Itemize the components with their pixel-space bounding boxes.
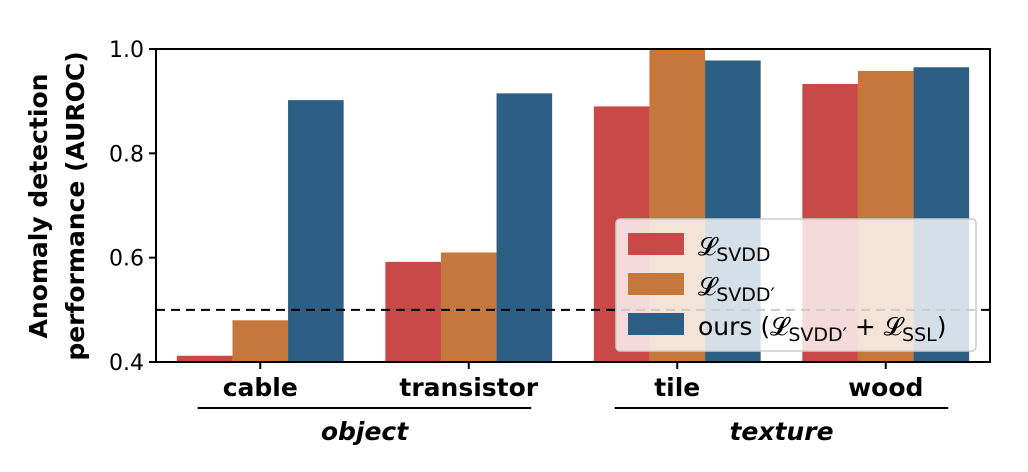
bar-transistor-series-3 bbox=[497, 93, 553, 362]
x-tick-label-transistor: transistor bbox=[399, 373, 538, 402]
y-tick-label-0-8: 0.8 bbox=[109, 142, 144, 167]
bar-transistor-series-1 bbox=[385, 262, 441, 362]
x-axis: cable transistor tile wood bbox=[223, 362, 924, 402]
y-tick-label-0-6: 0.6 bbox=[109, 247, 144, 272]
y-tick-label-0-4: 0.4 bbox=[109, 351, 144, 376]
y-axis-label-line-1: Anomaly detection bbox=[24, 74, 53, 339]
y-axis-label-line-2: performance (AUROC) bbox=[61, 51, 90, 360]
category-groups: object texture bbox=[198, 408, 949, 446]
y-axis-label: Anomaly detection performance (AUROC) bbox=[24, 51, 90, 360]
bar-cable-series-3 bbox=[288, 100, 344, 362]
group-label-texture: texture bbox=[729, 417, 833, 446]
legend-swatch-series-2 bbox=[628, 273, 684, 295]
x-tick-label-tile: tile bbox=[654, 373, 700, 402]
legend-swatch-series-1 bbox=[628, 233, 684, 255]
bar-transistor-series-2 bbox=[441, 252, 497, 362]
legend: 𝓛SVDD​𝓛SVDD′​ours (𝓛SVDD′​ + 𝓛SSL​) bbox=[616, 219, 976, 351]
y-axis: 0.4 0.6 0.8 1.0 bbox=[109, 38, 156, 376]
x-tick-label-cable: cable bbox=[223, 373, 298, 402]
legend-swatch-series-3 bbox=[628, 313, 684, 335]
group-label-object: object bbox=[321, 417, 409, 446]
x-tick-label-wood: wood bbox=[848, 373, 923, 402]
y-tick-label-1-0: 1.0 bbox=[109, 38, 144, 63]
bar-cable-series-2 bbox=[232, 320, 288, 362]
